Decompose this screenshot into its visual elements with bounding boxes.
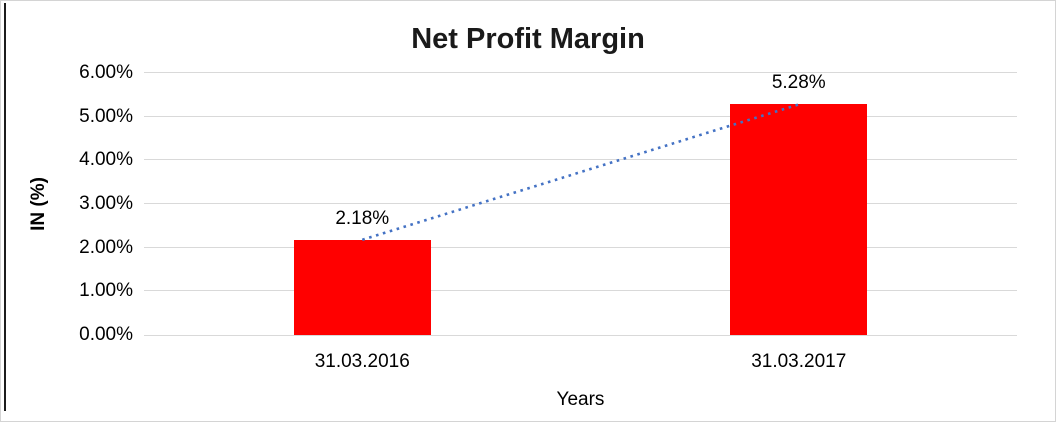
gridline bbox=[144, 72, 1017, 73]
y-tick-label: 6.00% bbox=[79, 62, 133, 83]
y-tick-label: 4.00% bbox=[79, 149, 133, 171]
y-tick-label: 1.00% bbox=[79, 280, 133, 302]
bar-value-label: 5.28% bbox=[771, 72, 826, 94]
left-border-line bbox=[4, 3, 6, 411]
gridline bbox=[144, 159, 1017, 161]
chart-title: Net Profit Margin bbox=[411, 23, 645, 55]
gridline bbox=[144, 115, 1017, 117]
y-tick-label: 5.00% bbox=[79, 105, 133, 127]
gridline bbox=[144, 246, 1017, 248]
gridline bbox=[144, 290, 1017, 292]
bar-value-label: 2.18% bbox=[335, 207, 390, 229]
x-axis-title: Years bbox=[556, 389, 605, 410]
y-axis-title: IN (%) bbox=[28, 177, 49, 231]
gridline bbox=[144, 203, 1017, 204]
gridline bbox=[144, 335, 1017, 336]
y-tick-label: 2.00% bbox=[79, 236, 133, 258]
trendline bbox=[361, 103, 800, 242]
bar bbox=[730, 104, 868, 335]
y-tick-label: 0.00% bbox=[79, 324, 133, 345]
x-tick-label: 31.03.2017 bbox=[751, 351, 847, 372]
plot-area: 2.18% 5.28% bbox=[144, 72, 1017, 336]
y-tick-label: 3.00% bbox=[79, 193, 133, 214]
bar bbox=[293, 239, 431, 335]
x-tick-label: 31.03.2016 bbox=[314, 351, 410, 372]
